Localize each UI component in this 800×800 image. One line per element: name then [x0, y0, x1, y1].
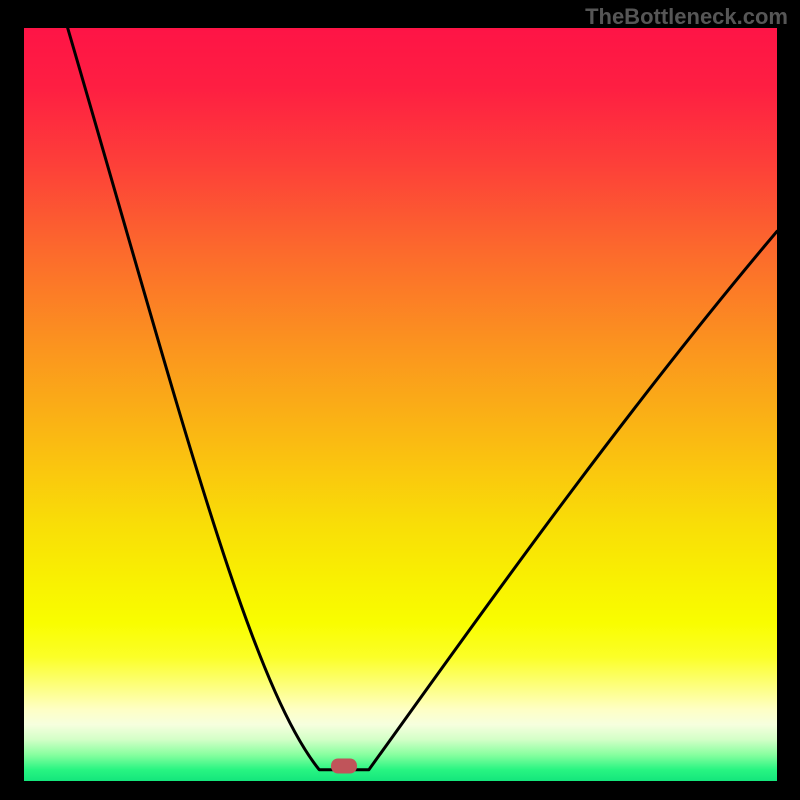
watermark-text: TheBottleneck.com — [585, 4, 788, 30]
chart-root: TheBottleneck.com — [0, 0, 800, 800]
plot-area — [24, 28, 777, 781]
optimal-marker — [331, 758, 357, 773]
curve-layer — [24, 28, 777, 781]
